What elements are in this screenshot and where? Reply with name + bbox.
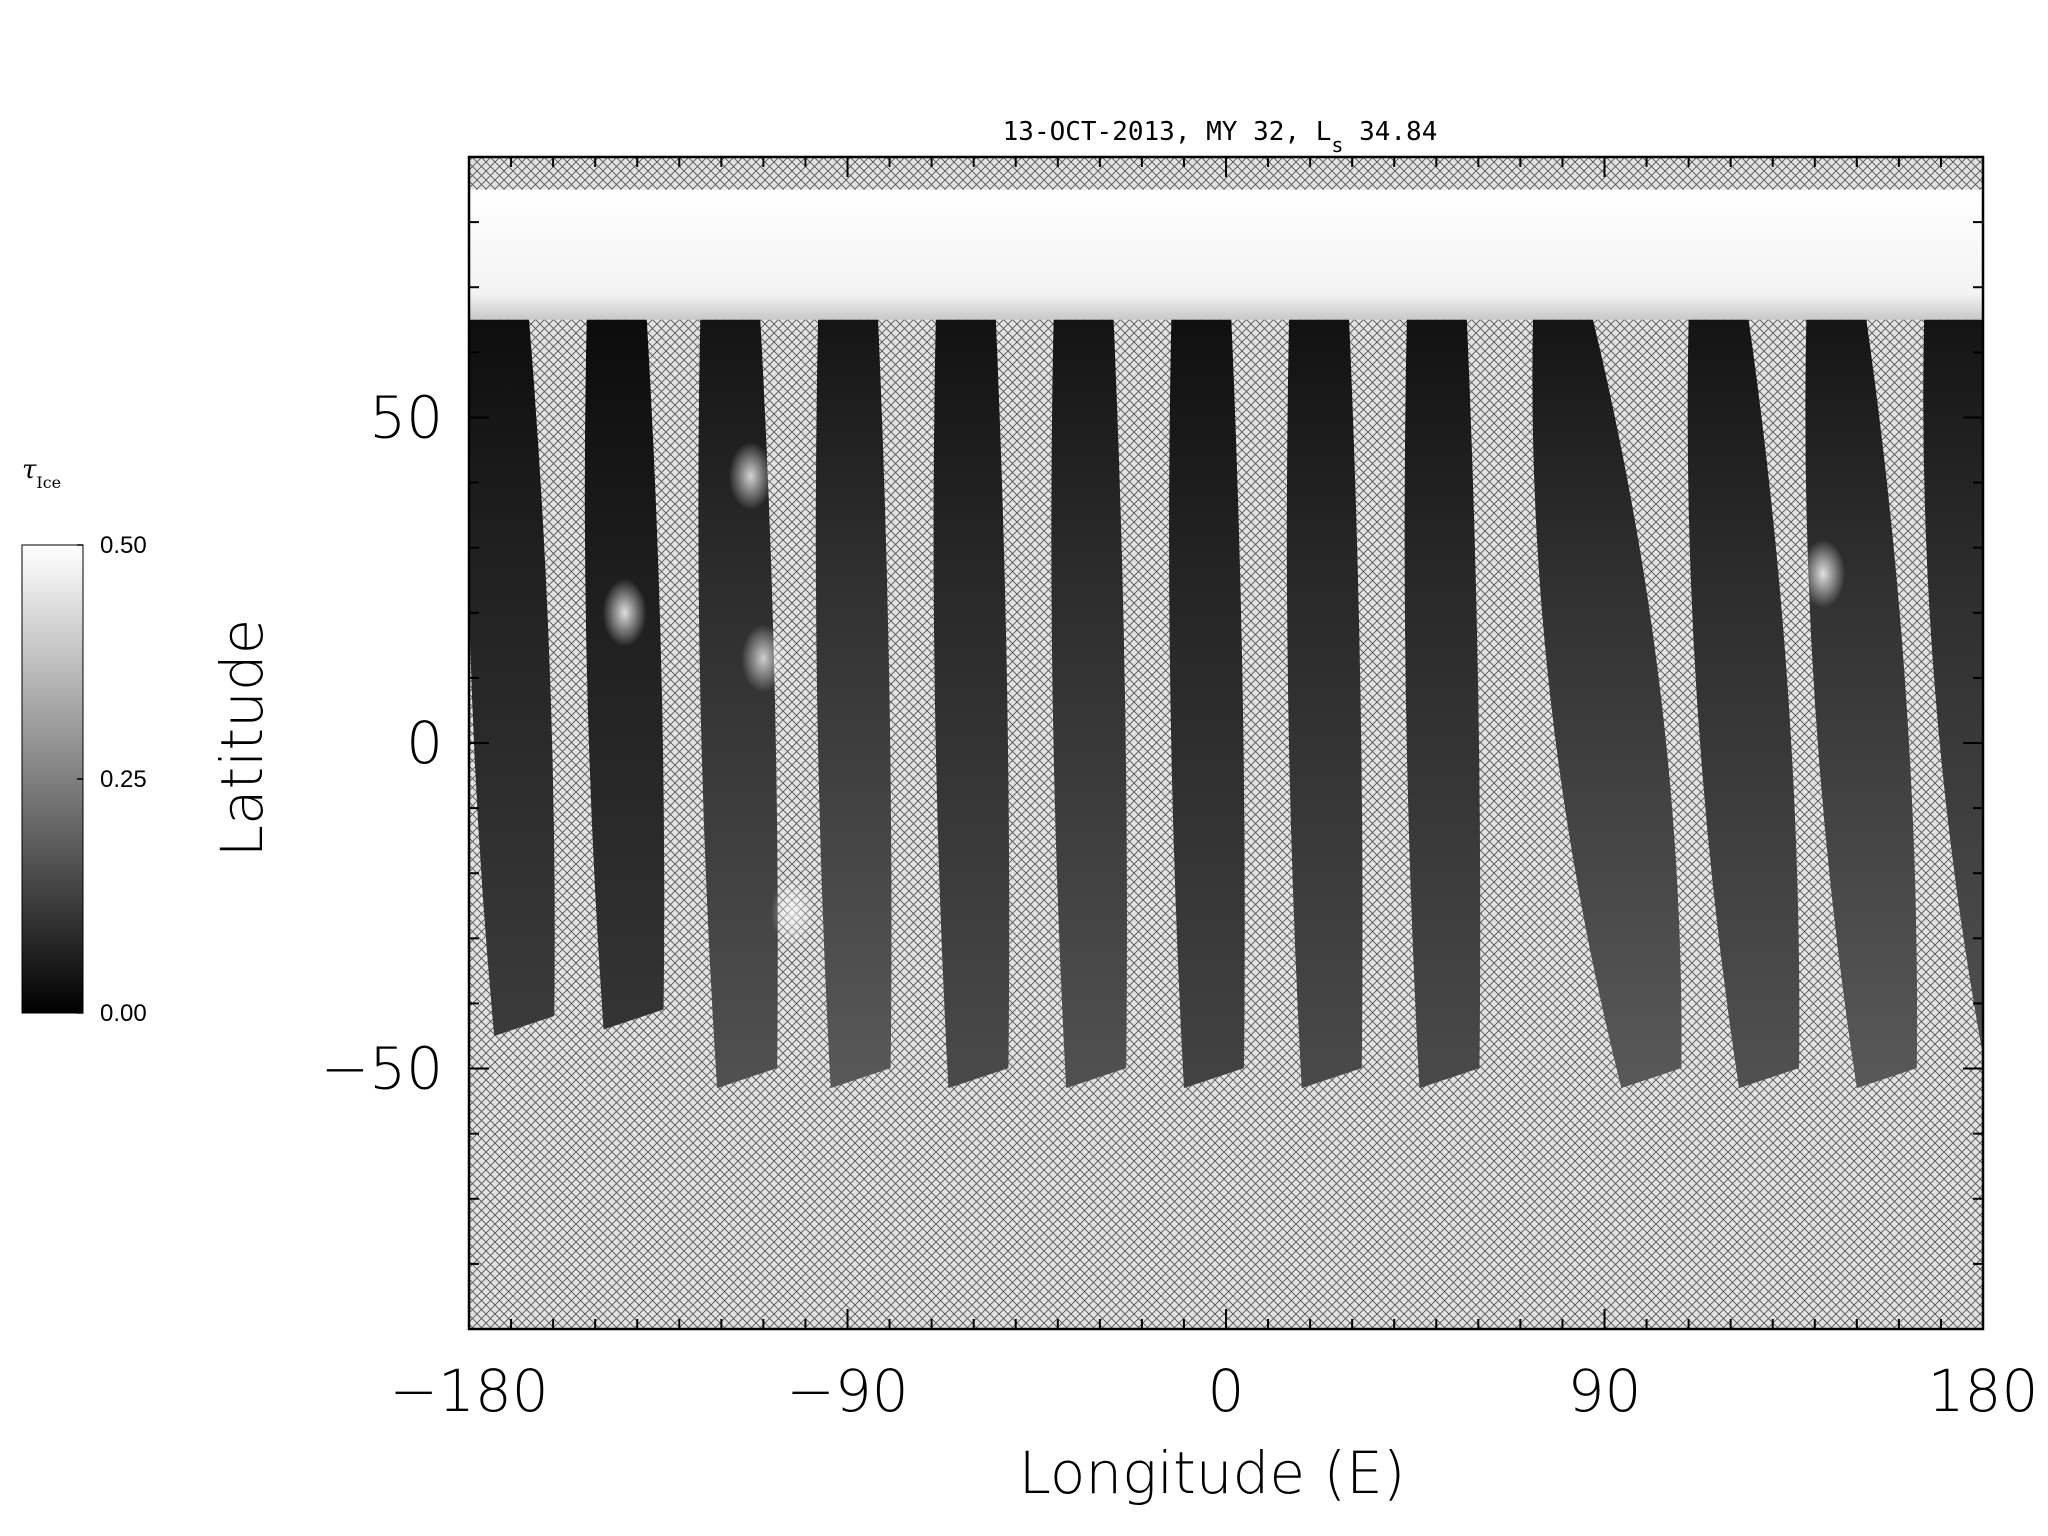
colorbar-tick-label: 0.50 bbox=[100, 532, 147, 559]
orbit-swath bbox=[1923, 319, 1983, 1056]
plot-area bbox=[469, 157, 1983, 1329]
colorbar-gradient bbox=[21, 544, 84, 1014]
cloud-patch bbox=[741, 624, 786, 693]
orbit-swath bbox=[815, 319, 892, 1089]
chart-title: 13-OCT-2013, MY 32, Ls 34.84 bbox=[1003, 117, 1438, 157]
x-tick-label: −180 bbox=[389, 1357, 548, 1425]
x-axis-label: Longitude (E) bbox=[1019, 1439, 1406, 1507]
orbit-swath bbox=[1532, 319, 1682, 1089]
orbit-swath bbox=[1687, 319, 1800, 1089]
cloud-patch bbox=[1801, 539, 1846, 608]
colorbar-tick-label: 0.00 bbox=[100, 1000, 147, 1027]
orbit-swath bbox=[1805, 319, 1918, 1089]
y-axis-label: Latitude bbox=[208, 619, 276, 858]
orbit-swath bbox=[698, 319, 778, 1089]
colorbar: τIce 0.00 0.25 0.50 bbox=[21, 455, 147, 1027]
y-tick-label: 0 bbox=[406, 709, 443, 777]
y-tick-label: −50 bbox=[321, 1035, 443, 1103]
orbit-swath bbox=[1404, 319, 1481, 1089]
cloud-patch bbox=[602, 578, 647, 647]
colorbar-tick-label: 0.25 bbox=[100, 766, 147, 793]
orbit-swath bbox=[1169, 319, 1245, 1089]
x-tick-label: −90 bbox=[786, 1357, 908, 1425]
colorbar-title: τIce bbox=[22, 455, 61, 492]
cloud-patch bbox=[728, 442, 773, 511]
y-tick-label: 50 bbox=[369, 383, 443, 451]
cloud-patch bbox=[770, 878, 815, 947]
orbit-swath bbox=[469, 319, 555, 1036]
x-tick-label: 0 bbox=[1208, 1357, 1245, 1425]
orbit-swath bbox=[584, 319, 665, 1030]
orbit-swath bbox=[1051, 319, 1127, 1089]
x-tick-label: 180 bbox=[1928, 1357, 2039, 1425]
x-tick-label: 90 bbox=[1568, 1357, 1642, 1425]
orbit-swath bbox=[933, 319, 1010, 1089]
orbit-swath bbox=[1286, 319, 1363, 1089]
polar-cap-band bbox=[469, 189, 1983, 320]
